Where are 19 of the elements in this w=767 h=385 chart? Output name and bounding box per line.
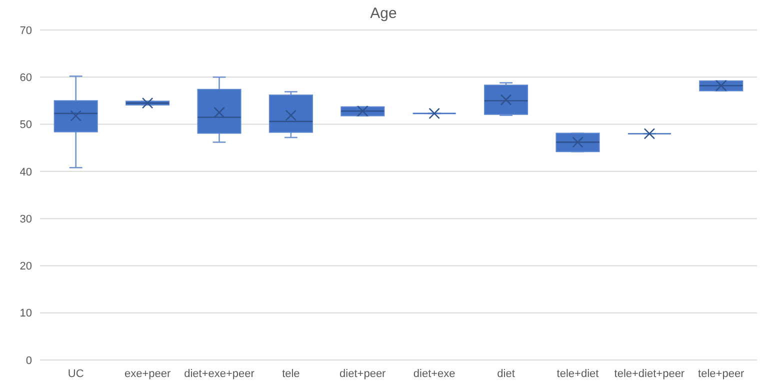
y-tick-label: 30 xyxy=(20,213,32,226)
y-tick-label: 0 xyxy=(26,354,32,367)
chart-title: Age xyxy=(370,5,397,22)
y-tick-label: 10 xyxy=(20,308,32,320)
x-tick-label: diet+exe+peer xyxy=(184,368,255,380)
y-tick-label: 60 xyxy=(20,72,32,84)
x-tick-label: tele+diet+peer xyxy=(614,368,685,380)
y-tick-label: 70 xyxy=(20,24,32,37)
x-tick-label: tele xyxy=(282,368,300,380)
x-tick-label: UC xyxy=(68,368,84,380)
x-tick-label: diet+peer xyxy=(340,368,386,380)
y-tick-label: 40 xyxy=(20,166,32,178)
x-tick-label: exe+peer xyxy=(124,368,171,380)
x-tick-label: tele+peer xyxy=(698,368,745,380)
y-tick-label: 50 xyxy=(20,119,32,132)
x-tick-label: tele+diet xyxy=(556,368,599,380)
x-tick-label: diet xyxy=(497,368,515,380)
x-tick-label: diet+exe xyxy=(413,368,456,380)
y-tick-label: 20 xyxy=(20,260,32,273)
